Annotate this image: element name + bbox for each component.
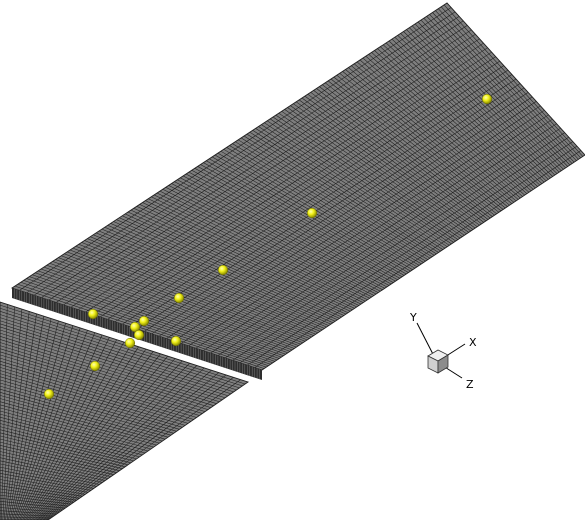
marker-sphere	[129, 321, 141, 333]
axis-triad[interactable]: Y X Z	[409, 311, 477, 391]
y-axis-label: Y	[409, 311, 417, 324]
marker-sphere	[43, 388, 55, 400]
marker-sphere	[173, 292, 185, 304]
marker-sphere	[87, 308, 99, 320]
marker-sphere	[138, 315, 150, 327]
marker-sphere	[89, 360, 101, 372]
orientation-cube-icon	[427, 349, 449, 374]
lower-mesh-plate	[0, 301, 250, 520]
x-axis-label: X	[469, 336, 477, 349]
marker-sphere	[481, 93, 493, 105]
marker-sphere	[133, 329, 145, 341]
marker-sphere	[217, 264, 229, 276]
marker-sphere	[124, 337, 136, 349]
marker-sphere	[306, 207, 318, 219]
marker-group	[43, 93, 493, 400]
z-axis-label: Z	[466, 378, 474, 391]
marker-sphere	[170, 335, 182, 347]
